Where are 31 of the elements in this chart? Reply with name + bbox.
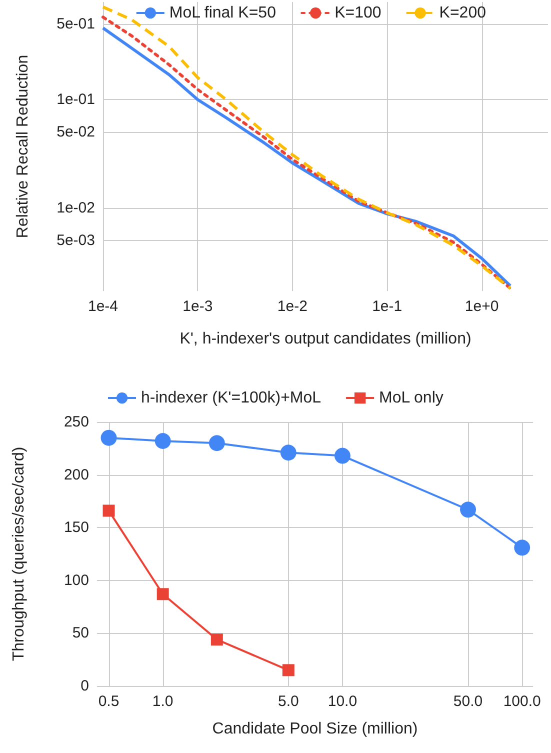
y-tick-label: 100 <box>64 572 89 589</box>
x-tick-label: 1.0 <box>152 693 174 710</box>
x-tick-label: 1e+0 <box>464 298 499 315</box>
legend-label: K=200 <box>439 4 486 22</box>
y-tick-label: 5e-01 <box>56 16 95 33</box>
x-tick-label: 10.0 <box>328 693 358 710</box>
legend-label: MoL final K=50 <box>169 4 276 22</box>
y-tick-label: 1e-02 <box>56 199 95 216</box>
x-axis-title: Candidate Pool Size (million) <box>212 720 418 738</box>
x-axis-title: K', h-indexer's output candidates (million) <box>180 330 472 348</box>
y-tick-label: 5e-03 <box>56 232 95 249</box>
y-tick-label: 0 <box>80 678 89 694</box>
x-tick-label: 50.0 <box>453 693 483 710</box>
y-axis-title: Throughput (queries/sec/card) <box>10 446 28 662</box>
x-tick-label: 1e-1 <box>372 298 402 315</box>
y-tick-label: 50 <box>72 624 89 642</box>
legend-label: h-indexer (K'=100k)+MoL <box>141 390 322 406</box>
y-tick-label: 200 <box>64 466 89 484</box>
y-axis-title: Relative Recall Reduction <box>14 54 32 238</box>
y-tick-label: 5e-02 <box>56 124 95 141</box>
y-tick-label: 150 <box>64 519 89 536</box>
x-tick-label: 5.0 <box>278 693 299 710</box>
x-tick-label: 1e-4 <box>88 298 118 315</box>
x-tick-label: 0.5 <box>98 693 120 710</box>
legend-label: MoL only <box>379 390 444 406</box>
x-tick-label: 100.0 <box>503 693 541 710</box>
y-tick-label: 1e-01 <box>56 91 95 108</box>
legend-label: K=100 <box>334 4 382 22</box>
x-tick-label: 1e-3 <box>182 298 213 315</box>
x-tick-label: 1e-2 <box>277 298 308 315</box>
y-tick-label: 250 <box>64 414 89 430</box>
